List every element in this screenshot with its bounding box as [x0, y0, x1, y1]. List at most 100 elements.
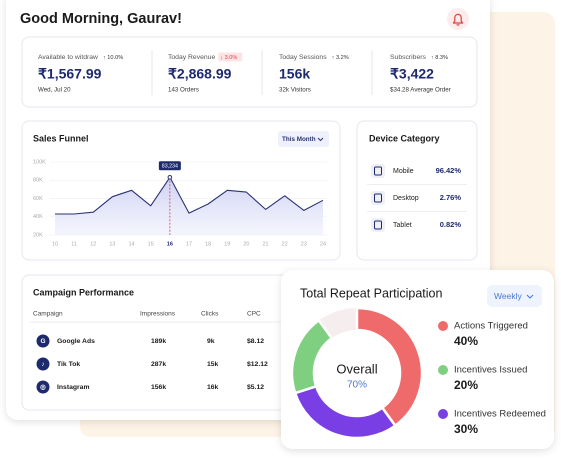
cell-value: $8.12	[247, 338, 264, 345]
cell-value: 16k	[207, 384, 219, 391]
legend-swatch	[438, 409, 448, 419]
brand-icon	[36, 334, 50, 348]
x-tick-label: 11	[71, 241, 77, 247]
device-value: 2.76%	[440, 193, 462, 202]
stat-value: ₹3,422	[390, 66, 434, 82]
point	[167, 174, 173, 180]
greeting: Good Morning, Gaurav!	[20, 11, 182, 27]
device-glyph	[374, 193, 382, 203]
legend-value: 20%	[454, 378, 478, 392]
stats-card	[21, 36, 478, 108]
x-tick-label: 21	[263, 241, 269, 247]
brand-glyph: ♪	[41, 361, 44, 368]
tooltip	[158, 161, 181, 171]
device-value: 96.42%	[436, 166, 462, 175]
stat-sub: $34.28 Average Order	[390, 87, 451, 94]
campaign-name: Instagram	[57, 384, 89, 391]
device-value: 0.82%	[440, 220, 462, 229]
stat-change: ↑ 3.2%	[332, 55, 349, 61]
donut-segment	[290, 318, 334, 395]
card-title: Total Repeat Participation	[300, 286, 442, 300]
legend-label: Incentives Redeemed	[454, 409, 546, 420]
notification-button[interactable]	[447, 8, 469, 30]
campaign-name: Tik Tok	[57, 361, 80, 368]
cell-value: 189k	[151, 338, 166, 345]
x-tick-label: 14	[129, 241, 135, 247]
legend-value: 30%	[454, 422, 478, 436]
x-tick-label: 13	[109, 241, 115, 247]
stat-change: ↓ 3.0%	[220, 55, 237, 61]
cell-value: $12.12	[247, 361, 268, 368]
legend-swatch	[438, 365, 448, 375]
device-card	[356, 120, 478, 261]
column-header: Clicks	[201, 311, 219, 318]
device-label: Tablet	[393, 222, 412, 229]
filter-label: This Month	[282, 136, 316, 143]
change-badge	[218, 52, 243, 62]
donut-chart: Overall 70% Actions Triggered 40% Incentives…	[290, 306, 546, 440]
legend-swatch	[438, 321, 448, 331]
stat-label: Subscribers	[390, 54, 426, 61]
filter-dropdown[interactable]: Weekly	[487, 285, 542, 307]
y-tick-label: 60K	[33, 196, 43, 202]
stat-value: 156k	[279, 66, 310, 82]
x-tick-label: 15	[148, 241, 154, 247]
legend-label: Incentives Issued	[454, 365, 527, 376]
device-icon	[371, 164, 385, 178]
card-title: Device Category	[369, 133, 440, 143]
campaign-name: Google Ads	[57, 338, 95, 345]
x-tick-label: 20	[243, 241, 249, 247]
cell-value: 156k	[151, 384, 166, 391]
donut-segment	[355, 306, 424, 428]
x-tick-label: 10	[52, 241, 58, 247]
stat-change: ↑ 10.0%	[103, 55, 123, 61]
device-icon	[371, 218, 385, 232]
y-tick-label: 40K	[33, 214, 43, 220]
tooltip-label: 83,234	[162, 163, 178, 169]
stat-sub: 143 Orders	[168, 87, 199, 94]
stat-sub: Wed, Jul 20	[38, 87, 71, 94]
x-tick-label: 18	[205, 241, 211, 247]
stat-label: Available to witdraw	[38, 54, 98, 61]
x-tick-label: 16	[167, 241, 173, 247]
cell-value: $5.12	[247, 384, 264, 391]
cell-value: 287k	[151, 361, 166, 368]
brand-glyph: ◎	[40, 384, 46, 391]
device-icon	[371, 191, 385, 205]
stat-label: Today Sessions	[279, 54, 327, 61]
y-tick-label: 100K	[33, 159, 46, 165]
device-label: Desktop	[393, 195, 419, 202]
card-title: Campaign Performance	[33, 287, 134, 297]
filter-dropdown[interactable]: This Month	[278, 131, 329, 147]
device-glyph	[374, 220, 382, 230]
filter-label: Weekly	[494, 291, 522, 301]
center-value: 70%	[347, 380, 367, 391]
stat-label: Today Revenue	[168, 54, 215, 61]
x-tick-label: 23	[301, 241, 307, 247]
x-tick-label: 24	[320, 241, 326, 247]
column-header: Campaign	[33, 311, 63, 318]
stat-value: ₹1,567.99	[38, 66, 102, 82]
line	[55, 176, 324, 215]
legend-label: Actions Triggered	[454, 321, 528, 332]
brand-icon	[36, 357, 50, 371]
x-tick-label: 17	[186, 241, 192, 247]
brand-icon	[36, 380, 50, 394]
stat-change: ↑ 8.3%	[431, 55, 448, 61]
device-label: Mobile	[393, 168, 414, 175]
line-chart: 100K 80K 60K 40K 20K 10 11 12 13 14 15 16 17 18 19 20 21…	[33, 159, 327, 247]
card-title: Sales Funnel	[33, 133, 89, 143]
column-header: Impressions	[140, 311, 176, 318]
stats: Available to witdraw ↑ 10.0%₹1,567.99 Wed,…	[38, 52, 451, 94]
brand-glyph: G	[40, 338, 45, 345]
center-label: Overall	[336, 361, 377, 376]
device-glyph	[374, 166, 382, 176]
area	[55, 177, 323, 235]
x-tick-label: 12	[90, 241, 96, 247]
cell-value: 15k	[207, 361, 219, 368]
stat-sub: 32k Visitors	[279, 87, 311, 94]
y-tick-label: 20K	[33, 232, 43, 238]
stat-value: ₹2,868.99	[168, 66, 232, 82]
